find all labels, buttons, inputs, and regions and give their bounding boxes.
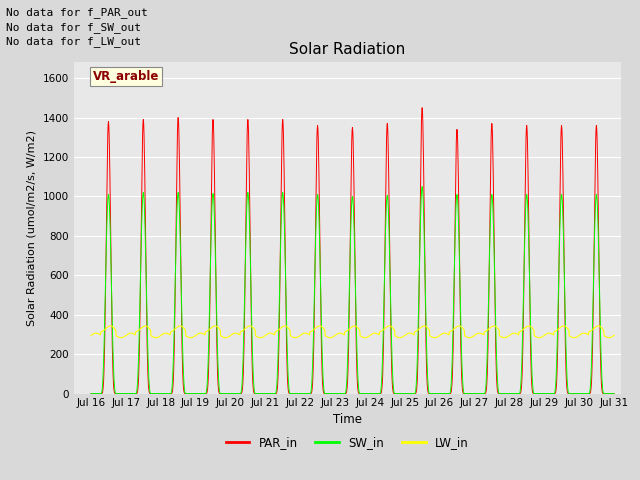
Text: No data for f_SW_out: No data for f_SW_out: [6, 22, 141, 33]
Y-axis label: Solar Radiation (umol/m2/s, W/m2): Solar Radiation (umol/m2/s, W/m2): [27, 130, 37, 326]
Text: No data for f_PAR_out: No data for f_PAR_out: [6, 7, 148, 18]
Title: Solar Radiation: Solar Radiation: [289, 42, 405, 57]
Text: No data for f_LW_out: No data for f_LW_out: [6, 36, 141, 47]
X-axis label: Time: Time: [333, 413, 362, 426]
Text: VR_arable: VR_arable: [93, 70, 159, 83]
Legend: PAR_in, SW_in, LW_in: PAR_in, SW_in, LW_in: [221, 432, 474, 454]
